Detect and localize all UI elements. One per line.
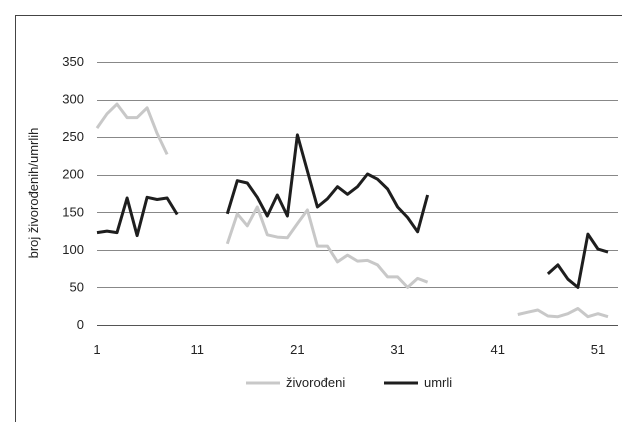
y-axis-label: broj živorođenih/umrlih [26, 128, 41, 259]
legend: živorođeni umrli [246, 375, 452, 390]
y-tick-label: 300 [62, 92, 84, 107]
x-axis-ticks: 1 11 21 31 41 51 [93, 342, 605, 357]
y-tick-label: 250 [62, 129, 84, 144]
y-tick-label: 100 [62, 242, 84, 257]
y-tick-label: 150 [62, 204, 84, 219]
series-line-umrli [96, 195, 179, 238]
y-tick-label: 350 [62, 54, 84, 69]
series-line-zivorodeni [225, 205, 429, 289]
series-lines [95, 102, 609, 319]
series-line-zivorodeni [95, 102, 169, 156]
legend-label: živorođeni [286, 375, 345, 390]
x-tick-label: 51 [591, 342, 605, 357]
legend-label: umrli [424, 375, 452, 390]
series-line-umrli [546, 232, 609, 289]
gridlines [97, 62, 618, 326]
series-line-zivorodeni [517, 307, 609, 319]
y-axis-ticks: 0 50 100 150 200 250 300 350 [62, 54, 84, 332]
x-tick-label: 11 [190, 342, 204, 357]
y-tick-label: 200 [62, 167, 84, 182]
series-line-umrli [225, 133, 430, 234]
y-tick-label: 0 [77, 317, 84, 332]
x-tick-label: 1 [93, 342, 100, 357]
y-tick-label: 50 [70, 279, 84, 294]
x-tick-label: 31 [390, 342, 404, 357]
x-tick-label: 41 [491, 342, 505, 357]
x-tick-label: 21 [290, 342, 304, 357]
